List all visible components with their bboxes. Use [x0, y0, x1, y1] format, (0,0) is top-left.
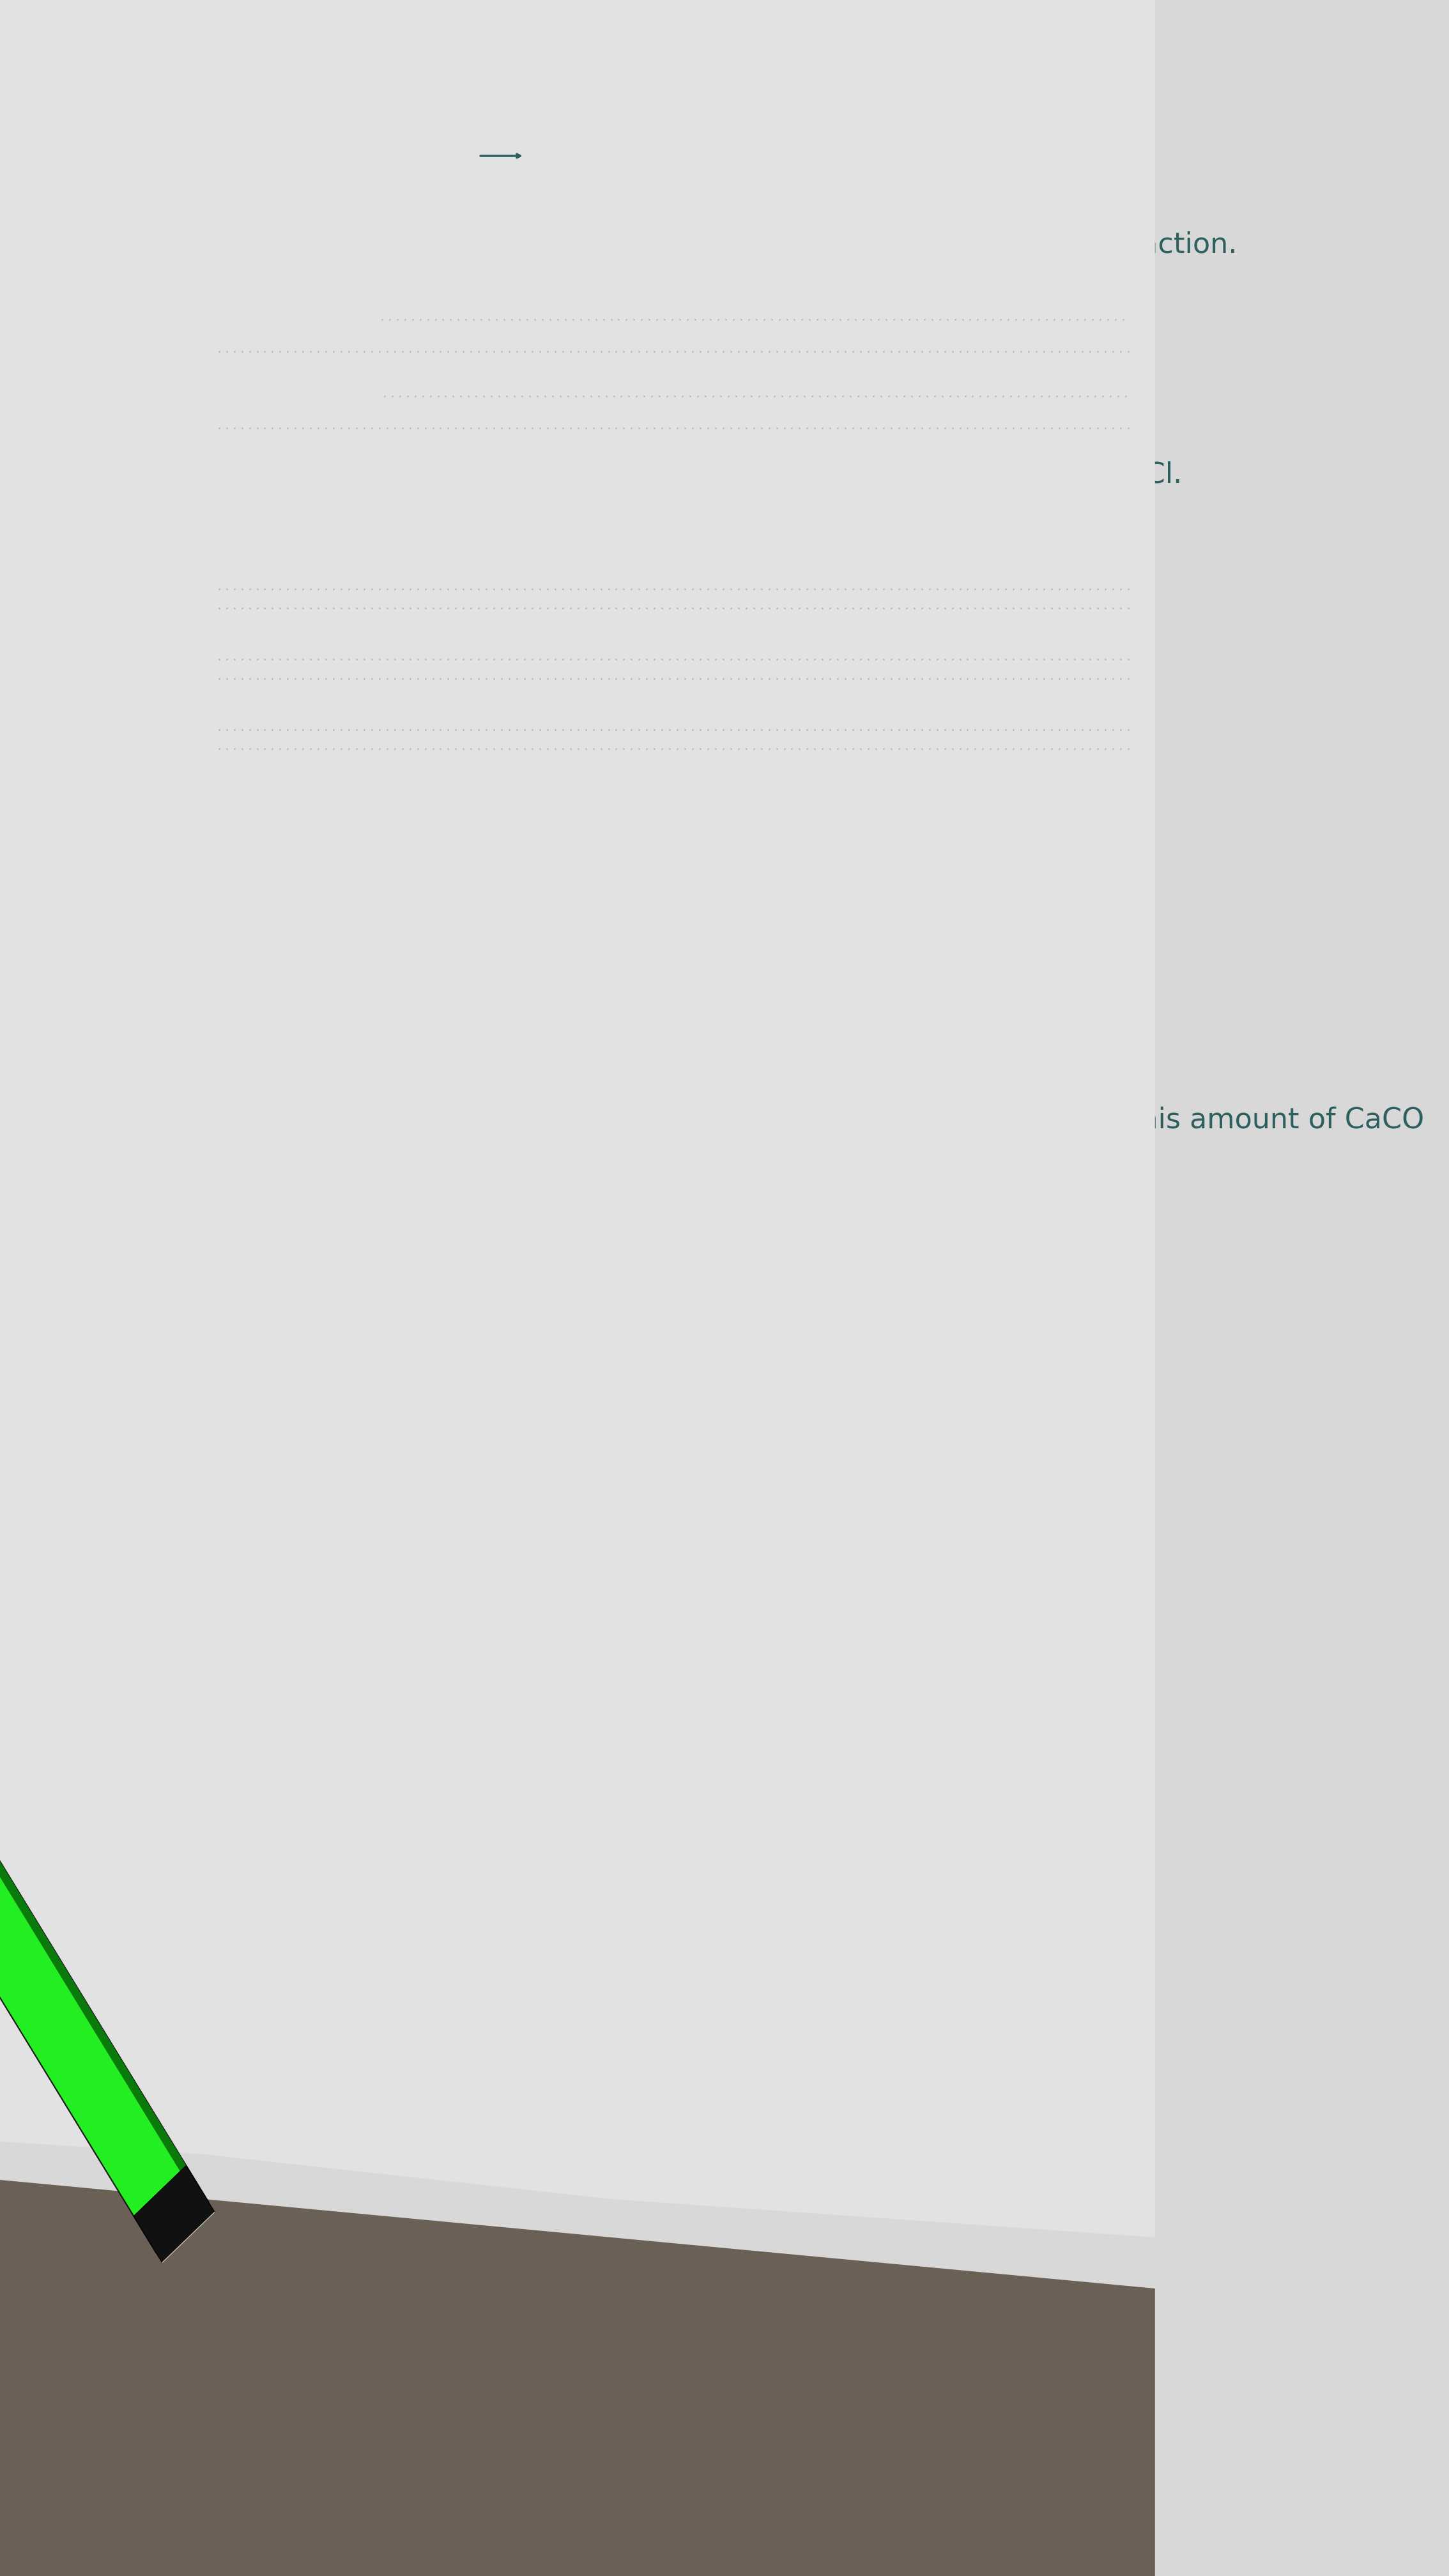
Text: 2: 2	[855, 142, 868, 160]
Polygon shape	[0, 0, 1155, 2239]
Text: 2: 2	[609, 142, 622, 160]
Text: HCl.: HCl.	[700, 538, 767, 564]
Text: 2: 2	[764, 142, 777, 160]
Text: In this experiment, 0.040 g CaCO: In this experiment, 0.040 g CaCO	[209, 461, 680, 489]
Text: (iv): (iv)	[158, 1419, 216, 1448]
Text: (s) + 2HCl(aq): (s) + 2HCl(aq)	[285, 149, 501, 178]
Polygon shape	[0, 1855, 209, 2208]
Text: Calcium carbonate is added to an excess of hydrochloric acid.: Calcium carbonate is added to an excess …	[97, 85, 981, 111]
Text: were used in this experiment.: were used in this experiment.	[636, 793, 1068, 822]
Text: observations that you would expect to see during this reaction.: observations that you would expect to se…	[326, 232, 1237, 258]
Text: 3: 3	[871, 471, 881, 484]
Text: (a): (a)	[158, 232, 206, 260]
Text: CaCl: CaCl	[533, 149, 603, 178]
Text: of 0.050 mol dm: of 0.050 mol dm	[884, 461, 1120, 489]
Text: Calculate how many moles of CaCO: Calculate how many moles of CaCO	[270, 793, 778, 822]
Text: 3: 3	[622, 786, 635, 804]
Text: (aq) + CO: (aq) + CO	[619, 149, 769, 178]
Text: (g) + H: (g) + H	[774, 149, 884, 178]
Text: 3: 3	[1106, 1100, 1117, 1118]
Polygon shape	[133, 2166, 214, 2262]
Text: Hence show that the HCl is in excess.: Hence show that the HCl is in excess.	[219, 1419, 753, 1448]
Text: observation 2: observation 2	[229, 379, 425, 404]
Text: Calculate how many moles of HCl are required to react with this amount of CaCO: Calculate how many moles of HCl are requ…	[270, 1108, 1424, 1133]
Text: (b): (b)	[158, 461, 207, 489]
Text: 3: 3	[275, 142, 287, 160]
Text: −3: −3	[1093, 471, 1116, 484]
Text: 7.: 7.	[38, 33, 68, 62]
Text: (iii): (iii)	[219, 1108, 278, 1136]
Polygon shape	[0, 1855, 209, 2251]
Text: two: two	[296, 232, 355, 258]
Text: is added to 25 cm: is added to 25 cm	[675, 461, 938, 489]
Text: Explain what is meant by 0.050 mol dm: Explain what is meant by 0.050 mol dm	[270, 538, 829, 564]
Text: HCl.: HCl.	[1114, 461, 1182, 489]
Text: (i): (i)	[219, 538, 256, 567]
Text: O(l): O(l)	[865, 149, 922, 178]
Text: −3: −3	[677, 546, 701, 562]
Text: CaCO: CaCO	[194, 149, 278, 178]
Text: observation 1: observation 1	[229, 301, 425, 330]
Polygon shape	[0, 2179, 1155, 2576]
Text: .: .	[1119, 1108, 1127, 1133]
Text: Deduce: Deduce	[209, 232, 326, 258]
Text: (ii): (ii)	[219, 793, 268, 822]
Polygon shape	[162, 2213, 214, 2262]
Text: 3: 3	[662, 453, 674, 471]
